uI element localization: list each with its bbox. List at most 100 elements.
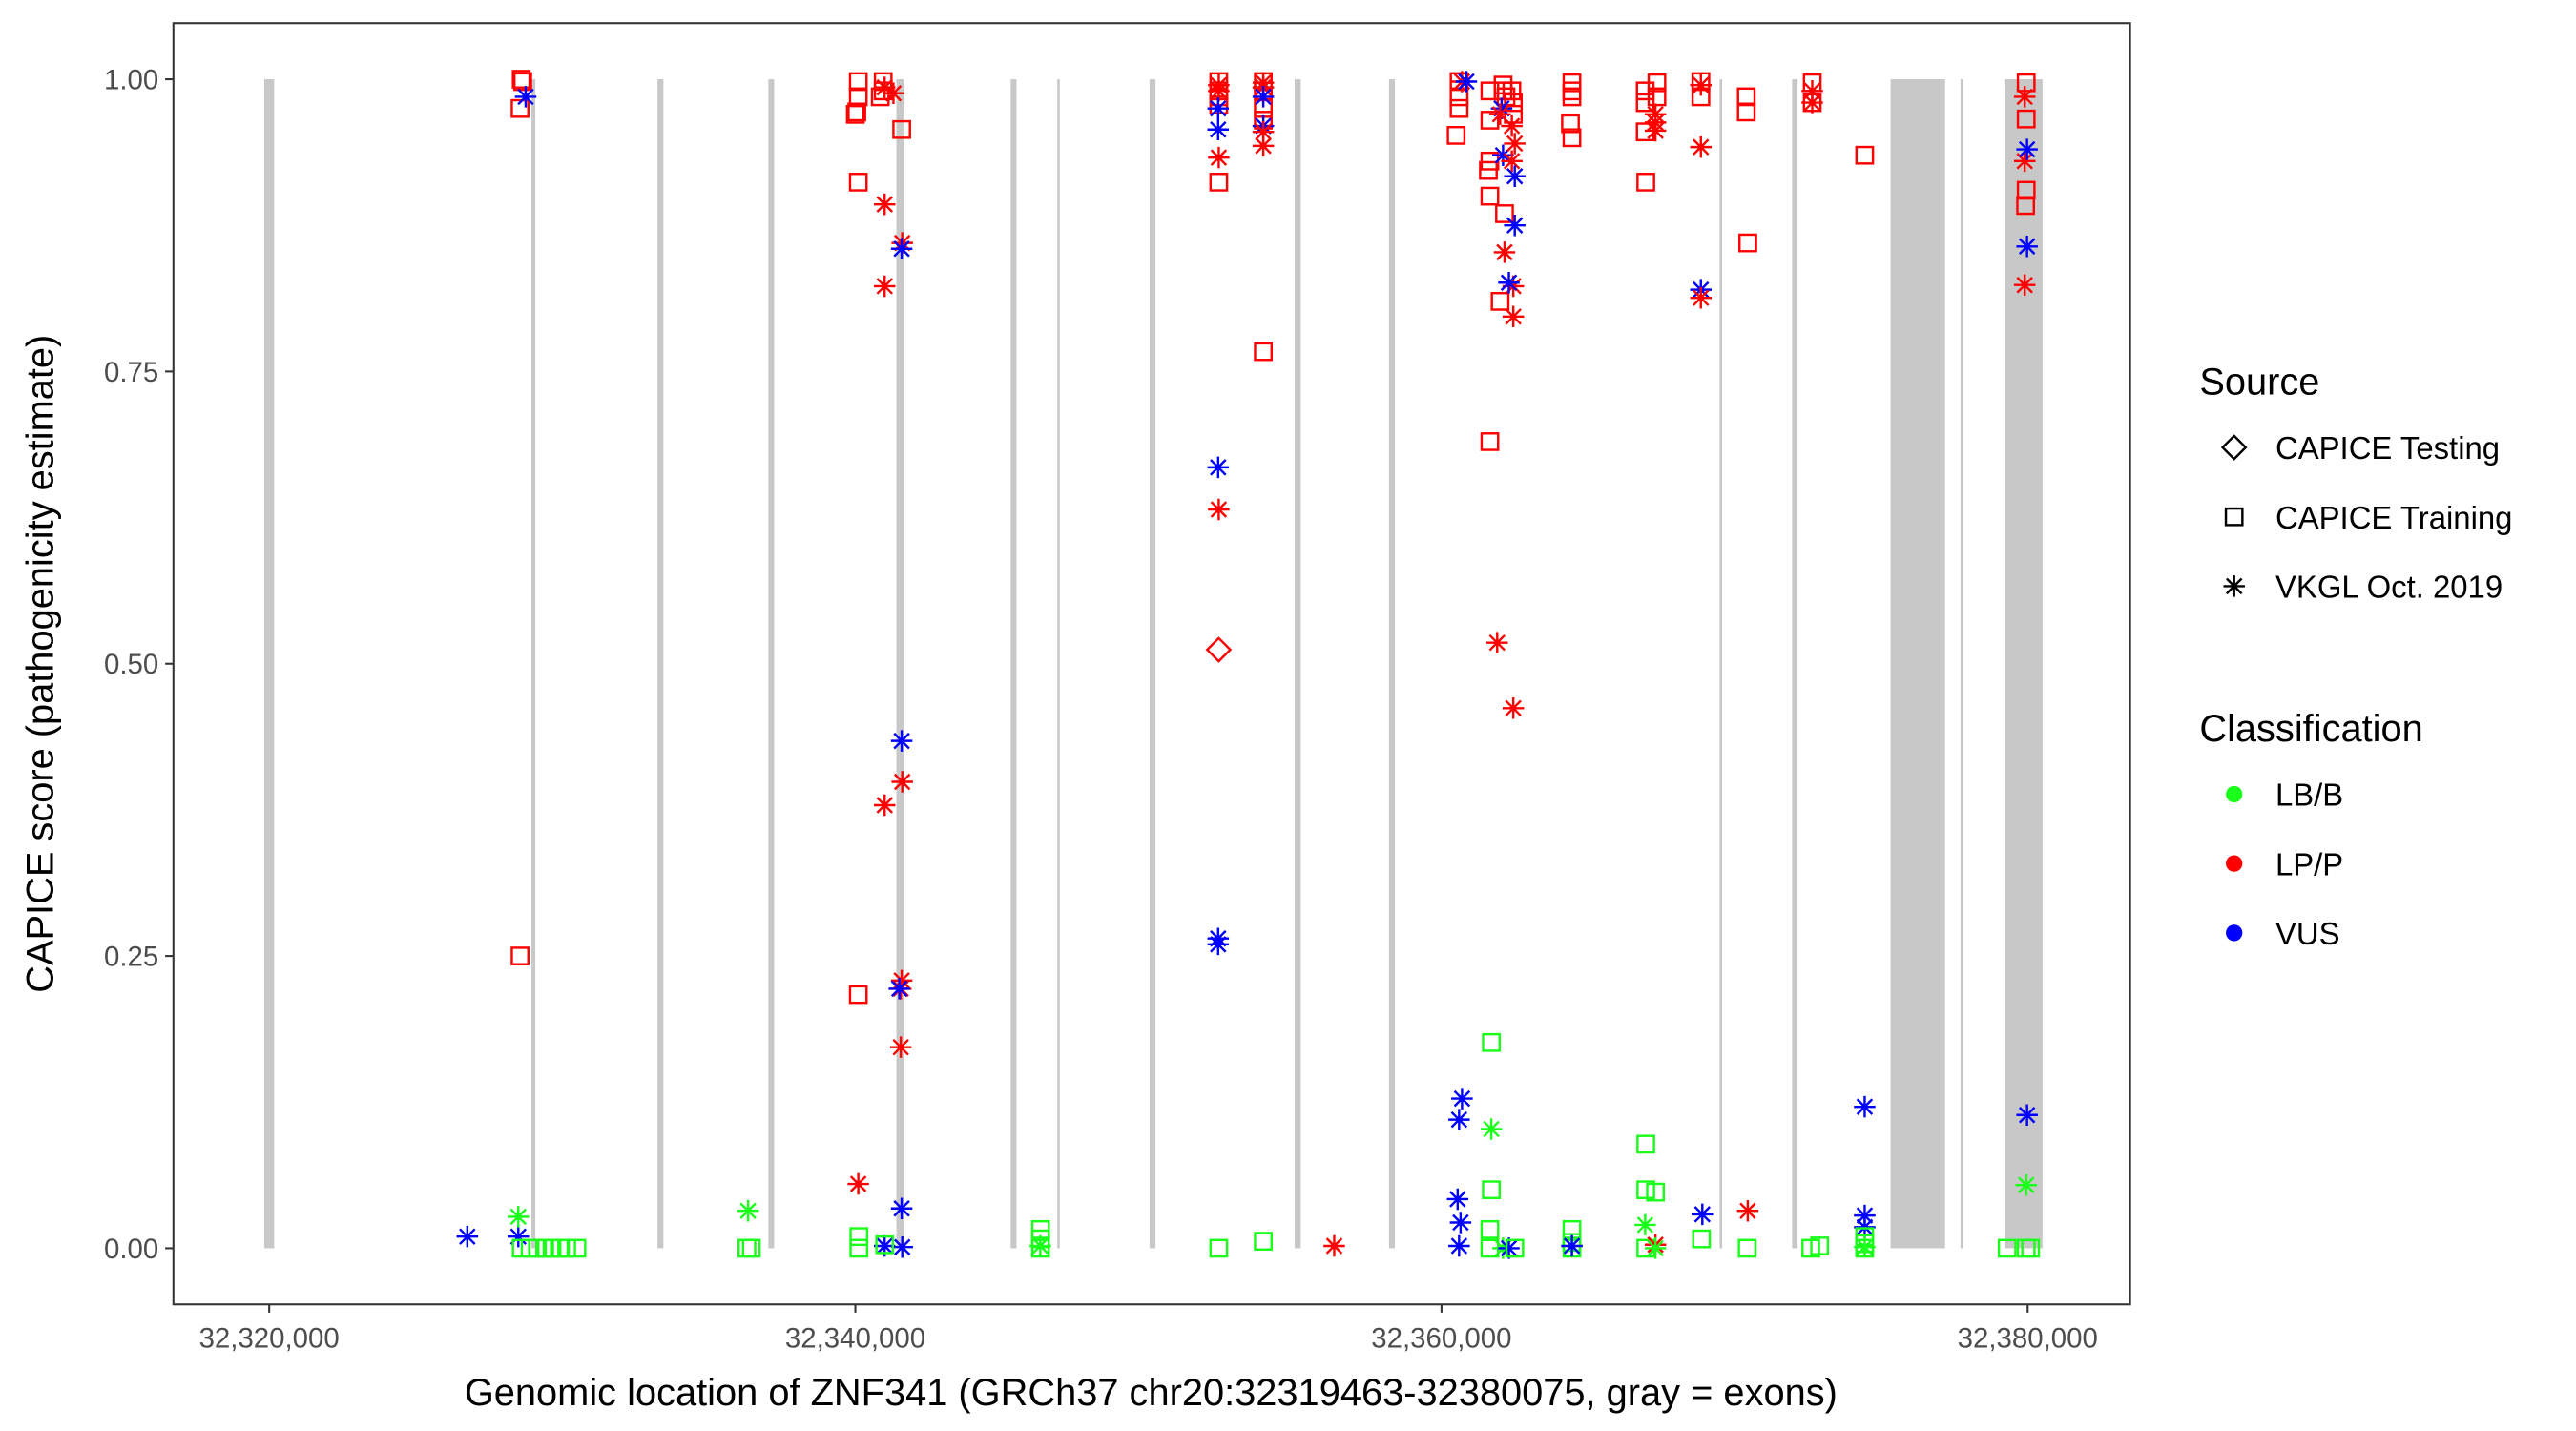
data-point-asterisk [874,1234,896,1257]
data-point-asterisk [1208,80,1230,102]
x-tick-label: 32,380,000 [1958,1322,2098,1354]
data-point-asterisk [2016,236,2038,258]
data-point-square [557,1238,576,1258]
data-point-square [1562,128,1582,148]
legend-classification-title: Classification [2199,708,2422,750]
data-point-square [1449,98,1469,118]
exon-bands [263,79,2043,1249]
data-point-asterisk [1207,97,1230,119]
data-point-square [1254,1232,1273,1251]
data-point-square [2016,73,2036,93]
data-point-asterisk [1449,1212,1472,1234]
data-point-asterisk [1451,1088,1473,1110]
data-point-asterisk [1029,1234,1051,1257]
legend-diamond-icon [2220,434,2248,461]
data-point-asterisk [456,1225,479,1248]
data-point-asterisk [874,275,896,298]
exon-band [1792,79,1798,1249]
data-point-square [1636,173,1655,192]
legend-source-label: VKGL Oct. 2019 [2275,570,2503,605]
data-point-asterisk [1498,1237,1520,1259]
data-point-square [513,72,532,92]
exon-band [896,79,904,1249]
legend-dot-icon [2226,785,2243,803]
data-point-asterisk [1446,1188,1469,1211]
data-point-square [1647,87,1667,107]
data-point-square [849,1238,869,1258]
exon-band [531,79,536,1249]
data-point-asterisk [847,1172,869,1195]
data-point-square [1482,1180,1501,1200]
y-tick-label: 0.00 [104,1234,158,1265]
legend-dot-icon [2226,855,2243,872]
data-point-square [1647,73,1667,93]
data-point-asterisk [1489,103,1511,126]
data-point-square [1505,1238,1525,1258]
y-tick-label: 1.00 [104,64,158,95]
data-point-asterisk [2013,274,2036,296]
y-tick-label: 0.50 [104,649,158,680]
data-point-asterisk [1854,1235,1876,1258]
data-point-asterisk [1323,1234,1345,1257]
data-point-square [1495,204,1514,223]
exon-band [263,79,275,1249]
legend-asterisk-icon [2223,575,2245,597]
x-axis: 32,320,000 32,340,000 32,360,000 32,380,000 [199,1304,2098,1354]
exon-band [768,79,775,1249]
data-point-asterisk [1498,272,1520,294]
data-point-square [1254,342,1273,362]
data-point-square [845,104,865,124]
data-point-square [1504,93,1524,113]
data-point-asterisk [514,86,537,108]
legend-source-title: Source [2199,362,2319,404]
data-point-square [848,173,868,192]
data-point-asterisk [1490,97,1513,119]
x-tick-label: 32,340,000 [785,1322,925,1354]
exon-band [657,79,664,1249]
data-point-square [1636,1134,1655,1154]
data-point-square [1490,292,1510,311]
data-points [456,70,2041,1259]
data-point-square [510,946,530,965]
exon-band [1010,79,1017,1249]
exon-band [1149,79,1156,1249]
data-point-asterisk [890,238,913,259]
data-point-square [1482,1032,1501,1052]
data-point-asterisk [1252,135,1275,157]
data-point-square [875,1234,895,1255]
data-point-asterisk [1455,71,1478,93]
exon-band [1719,79,1723,1249]
data-point-square [892,119,911,139]
data-point-square [1562,87,1582,107]
data-point-asterisk [1644,1237,1667,1259]
data-point-asterisk [2015,1174,2037,1196]
x-tick-label: 32,360,000 [1371,1322,1511,1354]
data-point-asterisk [1207,456,1230,479]
data-point-asterisk [1504,133,1526,155]
legend-square-icon [2224,507,2244,527]
data-point-square [510,98,530,118]
data-point-asterisk [1492,144,1514,166]
data-point-square [1646,1182,1666,1202]
data-point-square [848,985,868,1005]
data-point-asterisk [890,1197,913,1220]
data-point-square [1636,1180,1655,1200]
data-point-asterisk [1448,1234,1470,1257]
data-point-square [1446,126,1466,145]
legend-class-label: VUS [2275,916,2340,951]
data-point-asterisk [1736,1199,1759,1222]
data-point-asterisk [888,978,910,1000]
data-point-asterisk [2016,138,2038,160]
data-point-asterisk [1690,286,1713,309]
data-point-square [1810,1236,1830,1255]
data-point-asterisk [1252,120,1275,143]
data-point-square [1480,1219,1500,1239]
y-tick-label: 0.25 [104,941,158,972]
data-point-asterisk [874,76,896,98]
exon-band [1057,79,1060,1249]
exon-band [1960,79,1963,1249]
data-point-square [1855,145,1875,165]
data-point-asterisk [2013,150,2036,173]
